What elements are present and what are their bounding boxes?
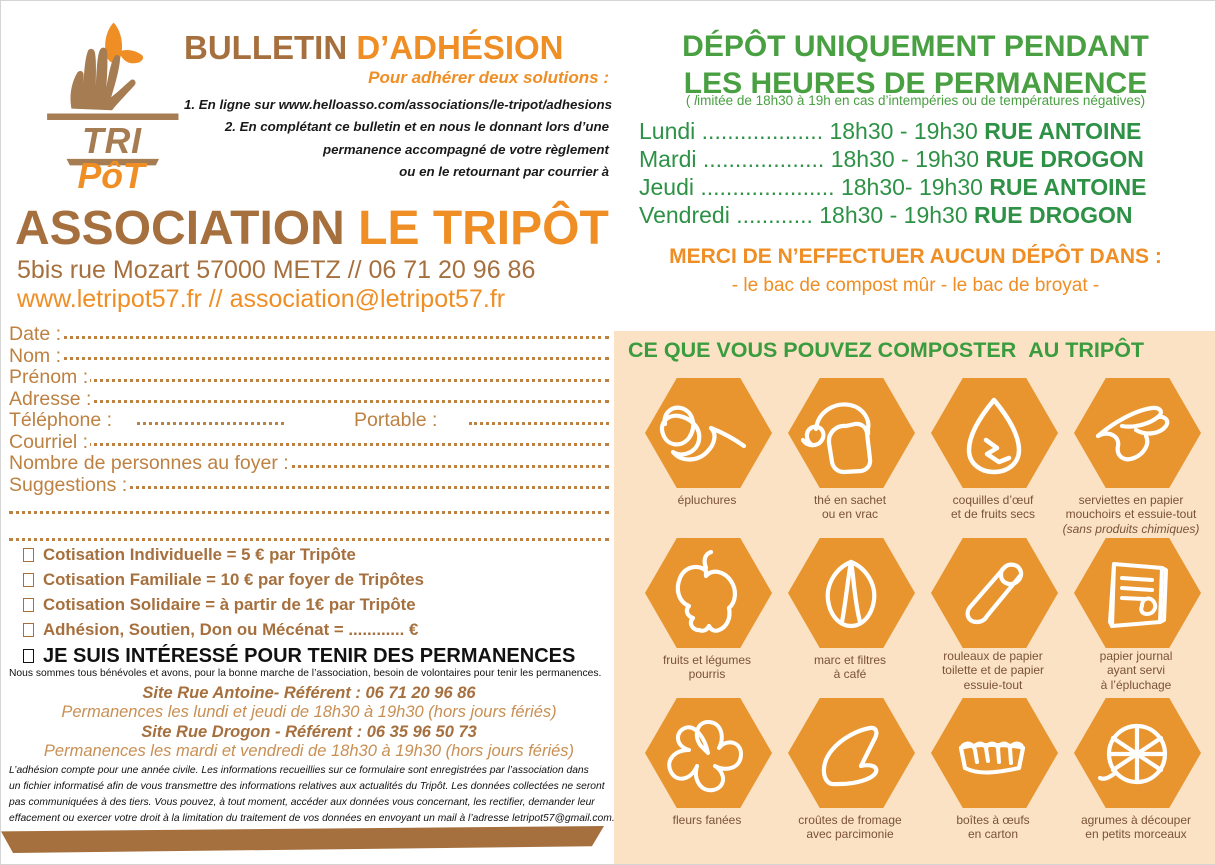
svg-text:TRI: TRI [82, 121, 142, 161]
svg-text:PôT: PôT [77, 156, 148, 193]
